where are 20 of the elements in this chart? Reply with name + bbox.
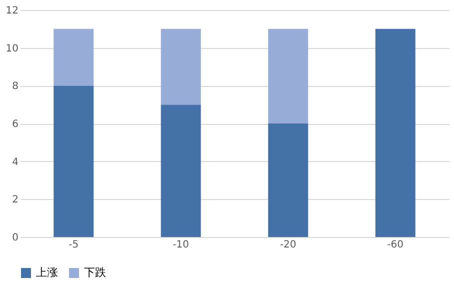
bar [375, 28, 416, 237]
x-tick-label: -20 [280, 240, 296, 250]
y-tick-label: 0 [12, 232, 18, 244]
bar [268, 28, 308, 124]
bar [54, 86, 94, 237]
x-tick-label: -10 [172, 240, 190, 250]
x-tick-label: -60 [387, 240, 404, 250]
y-tick-label: 12 [6, 6, 18, 16]
y-tick-label: 2 [12, 194, 18, 206]
y-tick-label: 8 [12, 81, 18, 92]
y-tick-label: 4 [12, 156, 18, 168]
x-tick-label: -5 [68, 240, 79, 250]
bar [160, 104, 201, 237]
y-tick-label: 10 [6, 43, 18, 54]
bar [160, 28, 201, 105]
legend-label: 上涨 [36, 266, 58, 279]
legend-label: 下跌 [84, 266, 106, 279]
bar [268, 124, 308, 237]
bar [54, 28, 94, 86]
y-tick-label: 6 [12, 119, 18, 130]
